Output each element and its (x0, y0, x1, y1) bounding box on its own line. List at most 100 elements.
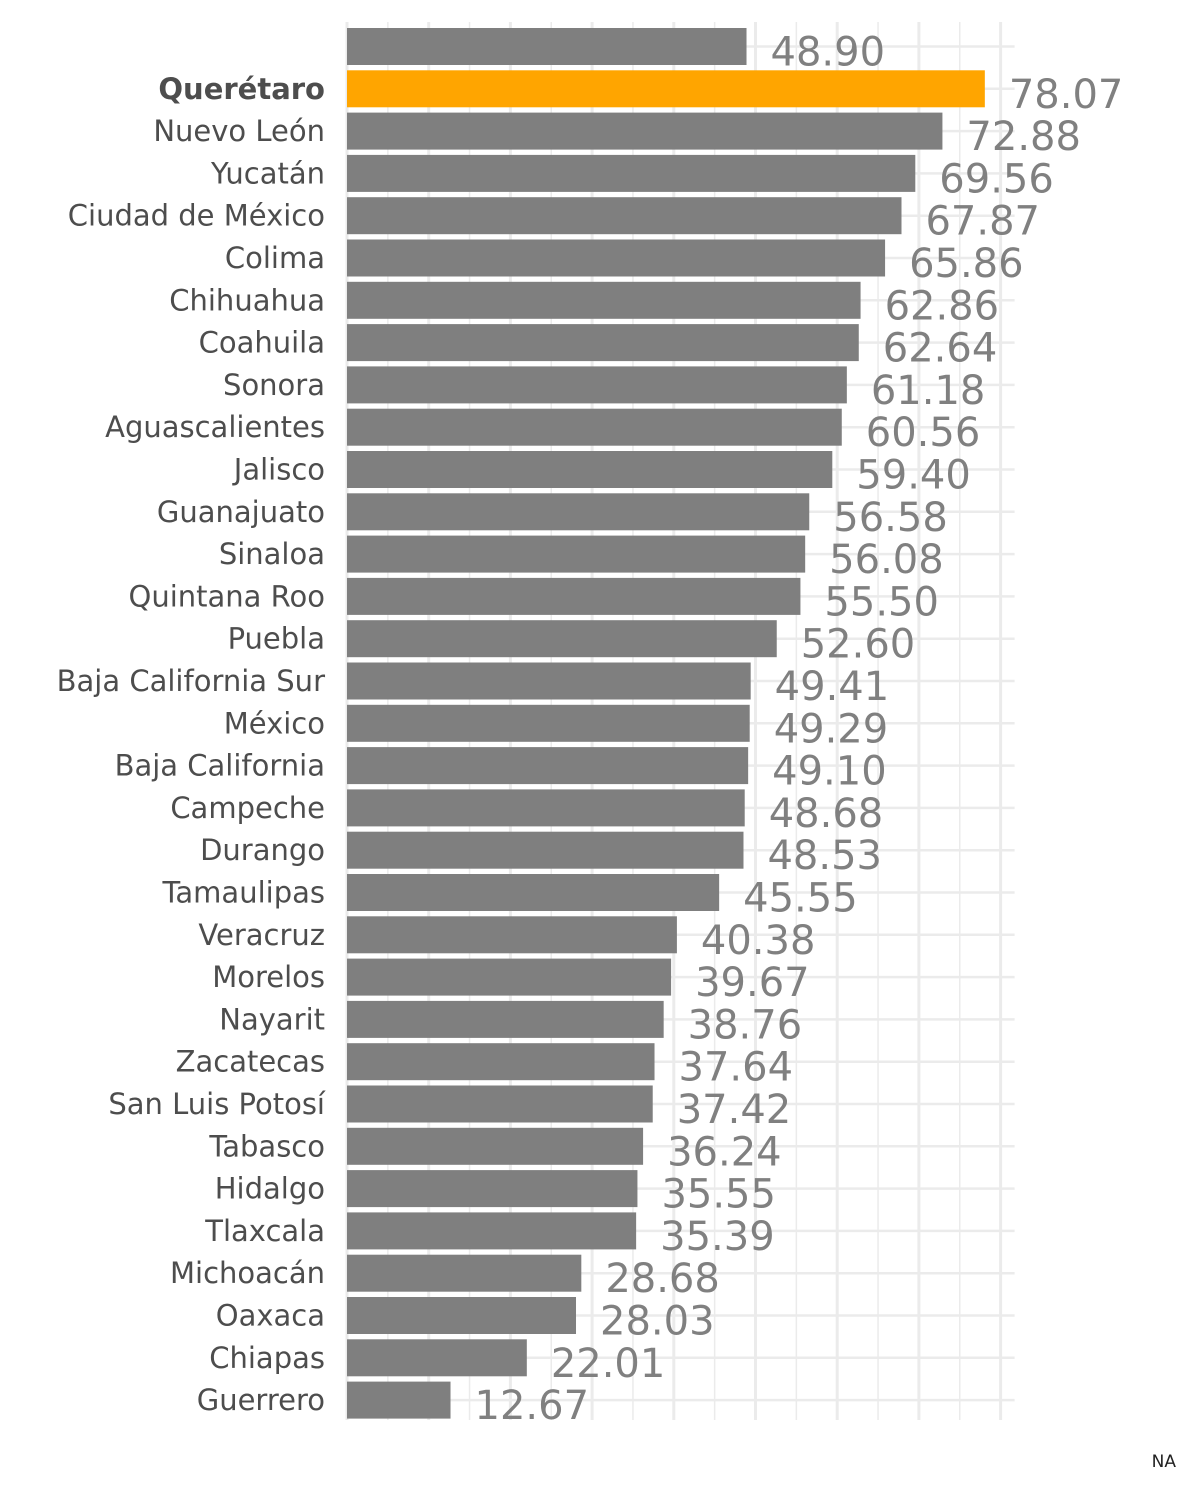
value-label: 62.64 (883, 326, 998, 372)
value-label: 52.60 (801, 622, 916, 668)
bar (347, 1254, 582, 1292)
bar (347, 620, 777, 658)
value-label: 40.38 (701, 918, 816, 964)
category-label: Quintana Roo (129, 579, 326, 613)
value-label: 59.40 (856, 453, 971, 499)
value-label: 48.90 (771, 30, 886, 76)
bar (347, 704, 750, 742)
value-label: 28.03 (600, 1299, 715, 1345)
bar (347, 70, 985, 108)
category-label: Ciudad de México (68, 199, 325, 233)
category-label: San Luis Potosí (108, 1087, 326, 1121)
value-label: 61.18 (871, 368, 986, 414)
value-label: 69.56 (939, 156, 1054, 202)
value-label: 60.56 (866, 410, 981, 456)
category-label: Tabasco (208, 1129, 325, 1163)
bar (347, 874, 720, 911)
value-label: 72.88 (966, 114, 1081, 160)
bar (347, 916, 677, 954)
value-label: 62.86 (885, 283, 1000, 329)
value-label: 22.01 (551, 1341, 666, 1387)
bar (347, 662, 751, 700)
value-label: 37.64 (679, 1045, 794, 1091)
value-label: 38.76 (688, 1002, 803, 1048)
category-label: Guerrero (197, 1383, 325, 1417)
category-label: Chihuahua (169, 283, 325, 317)
category-label: Sonora (223, 368, 325, 402)
value-label: 35.55 (661, 1172, 776, 1218)
bar (347, 493, 810, 531)
bar (347, 831, 744, 869)
category-label: Nayarit (219, 1002, 325, 1036)
category-label: Puebla (228, 622, 325, 656)
category-label: Campeche (170, 791, 325, 825)
value-label: 56.58 (833, 495, 948, 541)
bar (347, 1043, 655, 1081)
value-label: 49.29 (774, 706, 889, 752)
category-label: Baja California Sur (57, 664, 325, 698)
bar (347, 1127, 644, 1165)
value-label: 36.24 (667, 1129, 782, 1175)
bar (347, 197, 902, 235)
value-label: 28.68 (605, 1256, 720, 1302)
bar (347, 239, 886, 277)
bar (347, 1381, 451, 1419)
value-label: 67.87 (925, 199, 1040, 245)
bar (347, 324, 859, 362)
bar (347, 408, 842, 446)
bar (347, 28, 747, 65)
category-label: Jalisco (232, 453, 325, 487)
value-label: 48.53 (767, 833, 882, 879)
category-label: México (224, 706, 325, 740)
category-label: Oaxaca (216, 1299, 325, 1333)
category-label: Tlaxcala (204, 1214, 325, 1248)
caption-na: NA (1151, 1452, 1176, 1472)
category-labels: Querétaro Nuevo León Yucatán Ciudad de Méxi… (57, 72, 326, 1417)
category-label: Tamaulipas (162, 876, 326, 910)
category-label: Zacatecas (176, 1045, 325, 1079)
bar (347, 535, 806, 573)
category-label: Chiapas (209, 1341, 325, 1375)
value-label: 35.39 (660, 1214, 775, 1260)
category-label: Querétaro (158, 72, 325, 106)
category-label: Aguascalientes (105, 410, 325, 444)
category-label: Sinaloa (219, 537, 325, 571)
bar (347, 789, 745, 827)
bar (347, 281, 861, 319)
value-label: 39.67 (695, 960, 810, 1006)
bar (347, 1339, 527, 1377)
category-label: Yucatán (210, 156, 325, 190)
bar (347, 1212, 637, 1250)
bars (347, 28, 985, 1419)
value-label: 55.50 (824, 579, 939, 625)
bar (347, 1170, 638, 1208)
bar (347, 112, 943, 150)
bar (347, 958, 672, 996)
value-label: 45.55 (743, 876, 858, 922)
value-label: 49.10 (772, 749, 887, 795)
category-label: Guanajuato (157, 495, 325, 529)
bar (347, 451, 833, 488)
bar (347, 1085, 653, 1123)
category-label: Veracruz (198, 918, 325, 952)
category-label: Colima (225, 241, 325, 275)
category-label: Nuevo León (153, 114, 325, 148)
value-labels: 48.90 78.0772.8869.5667.8765.8662.8662.64… (475, 30, 1124, 1430)
bar (347, 154, 916, 192)
bar (347, 577, 801, 615)
category-label: Michoacán (170, 1256, 325, 1290)
category-label: Hidalgo (215, 1172, 325, 1206)
value-label: 48.68 (769, 791, 884, 837)
bar (347, 366, 847, 404)
value-label: 56.08 (829, 537, 944, 583)
value-label: 78.07 (1009, 72, 1124, 118)
category-label: Morelos (212, 960, 325, 994)
bar (347, 1297, 577, 1334)
value-label: 65.86 (909, 241, 1024, 287)
category-label: Baja California (115, 749, 325, 783)
bar (347, 747, 749, 785)
value-label: 12.67 (475, 1383, 590, 1429)
category-label: Coahuila (199, 326, 325, 360)
category-label: Durango (200, 833, 325, 867)
